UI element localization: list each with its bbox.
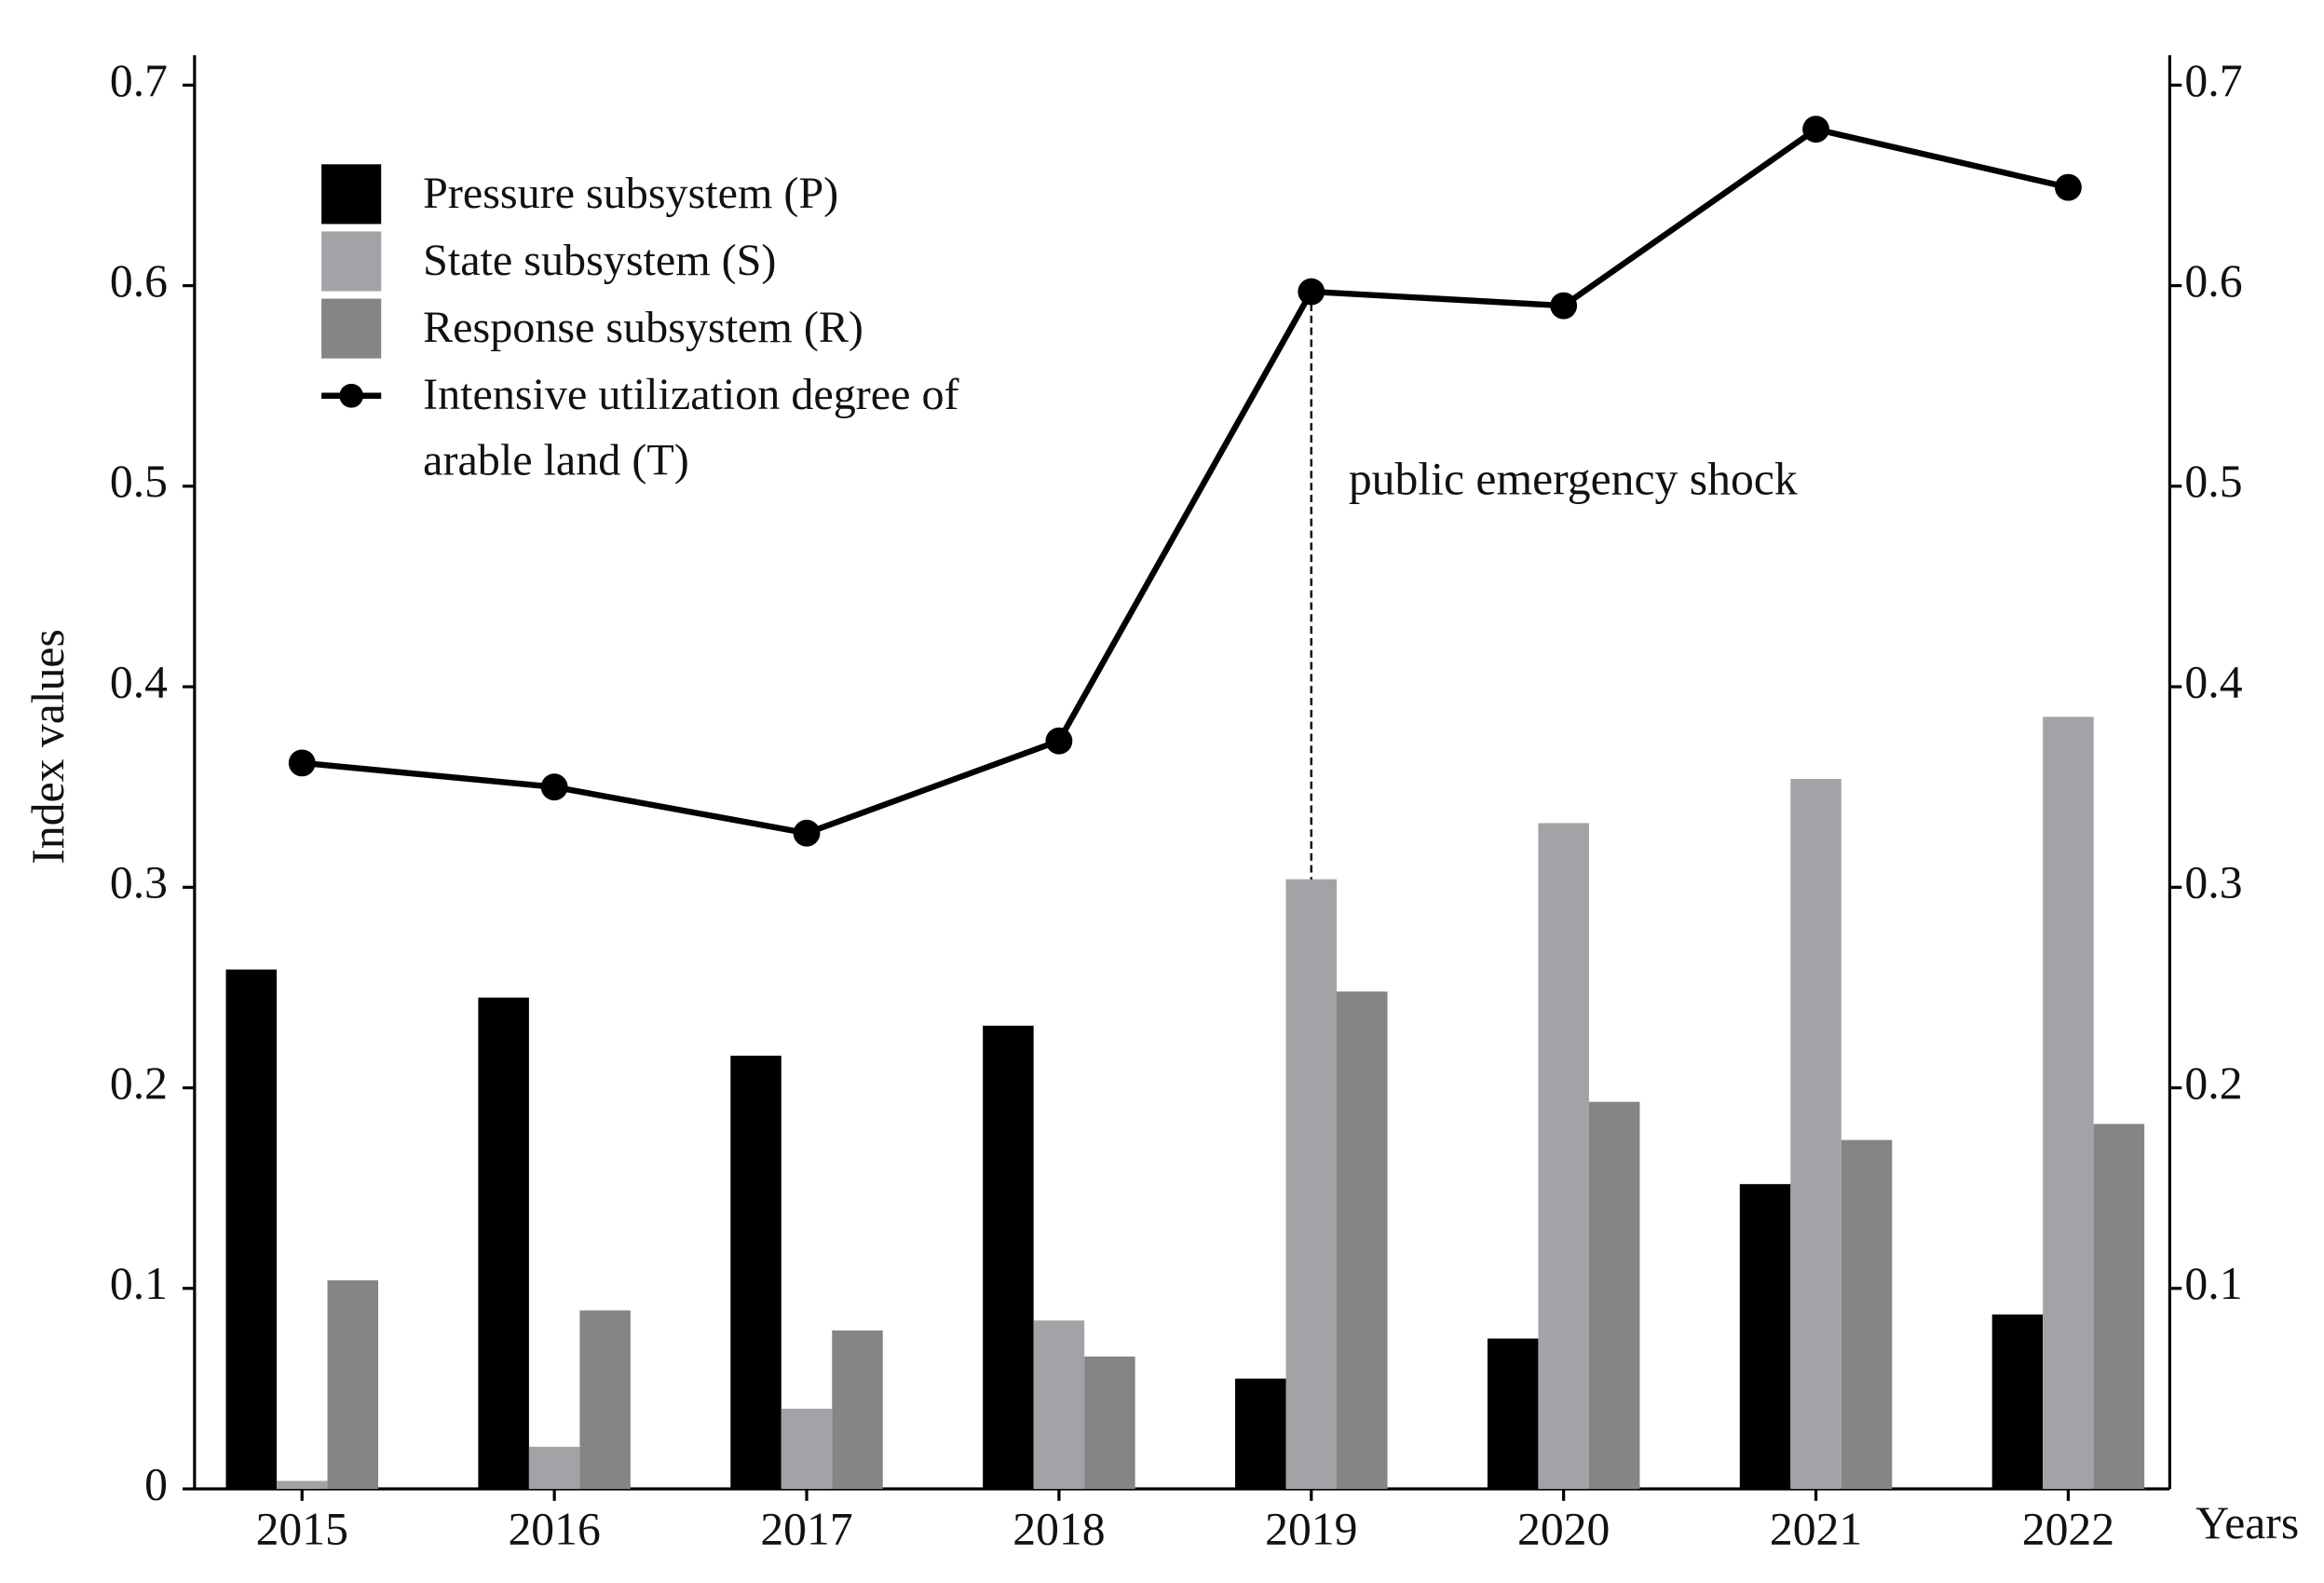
legend-label: Pressure subsystem (P) — [423, 169, 839, 219]
line-marker — [1802, 116, 1829, 143]
legend-entry: Intensive utilization degree of arable l… — [423, 370, 959, 485]
line-marker — [288, 749, 316, 777]
y-tick-label: 0.1 — [110, 1258, 168, 1309]
y-tick-label: 0.2 — [110, 1058, 168, 1109]
x-tick-label: 2016 — [508, 1504, 600, 1555]
bar — [1739, 1183, 1791, 1490]
legend-swatch — [339, 383, 363, 408]
legend-swatch — [321, 231, 382, 292]
bar — [1588, 1101, 1640, 1490]
legend-label: State subsystem (S) — [423, 236, 777, 286]
y2-tick-label: 0.6 — [2184, 255, 2242, 307]
bar — [1235, 1378, 1286, 1490]
bar — [1084, 1356, 1135, 1490]
bar — [2093, 1124, 2145, 1490]
line-marker — [540, 773, 568, 801]
bar — [983, 1025, 1034, 1490]
y-tick-label: 0.6 — [110, 255, 168, 307]
y-axis-title: Index values — [22, 629, 74, 864]
x-tick-label: 2015 — [256, 1504, 348, 1555]
y2-tick-label: 0.3 — [2184, 857, 2242, 908]
bar — [2043, 716, 2094, 1490]
bar — [579, 1310, 631, 1490]
y2-tick-label: 0.5 — [2184, 456, 2242, 507]
bar — [1285, 879, 1338, 1490]
line — [301, 126, 2070, 837]
bar — [277, 1481, 328, 1490]
bar — [225, 969, 278, 1490]
legend-swatch — [321, 298, 382, 359]
x-tick-label: 2018 — [1013, 1504, 1105, 1555]
y-tick-label: 0.4 — [110, 656, 168, 707]
y2-tick-label: 0.2 — [2184, 1058, 2242, 1109]
bar — [1487, 1338, 1539, 1490]
bar — [1790, 779, 1842, 1490]
y2-tick-label: 0.4 — [2184, 656, 2242, 707]
legend-label: Intensive utilization degree of arable l… — [423, 370, 959, 485]
annotation: public emergency shock — [1349, 454, 1798, 505]
y-tick-label: 0.7 — [110, 55, 168, 106]
line-marker — [1298, 278, 1325, 306]
bar — [478, 997, 529, 1490]
x-tick-label: 2017 — [760, 1504, 852, 1555]
bar — [832, 1330, 883, 1490]
legend-entry: Pressure subsystem (P) — [423, 169, 839, 219]
bar — [1538, 823, 1589, 1490]
bar — [528, 1446, 580, 1490]
bar — [1337, 991, 1388, 1490]
bar — [730, 1056, 781, 1490]
x-tick-label: 2020 — [1517, 1504, 1610, 1555]
y-tick-label: 0.5 — [110, 456, 168, 507]
legend-entry: State subsystem (S) — [423, 236, 777, 286]
line-marker — [1550, 292, 1578, 320]
bar — [1033, 1320, 1085, 1490]
x-tick-label: 2021 — [1770, 1504, 1862, 1555]
bar — [1991, 1314, 2044, 1490]
x-axis-title: Years — [2195, 1497, 2299, 1549]
y-tick-label: 0.3 — [110, 857, 168, 908]
legend-entry: Response subsystem (R) — [423, 303, 863, 353]
y2-tick-label: 0.7 — [2184, 55, 2242, 106]
bar — [781, 1408, 833, 1490]
bar — [1841, 1139, 1893, 1490]
line-marker — [2054, 173, 2082, 201]
line-marker — [1045, 727, 1073, 755]
x-tick-label: 2019 — [1265, 1504, 1357, 1555]
y-tick-label: 0 — [144, 1458, 168, 1509]
legend-swatch — [321, 164, 382, 225]
x-tick-label: 2022 — [2022, 1504, 2114, 1555]
bar — [327, 1280, 379, 1490]
y2-tick-label: 0.1 — [2184, 1258, 2242, 1309]
line-marker — [793, 819, 821, 847]
legend-label: Response subsystem (R) — [423, 303, 863, 353]
